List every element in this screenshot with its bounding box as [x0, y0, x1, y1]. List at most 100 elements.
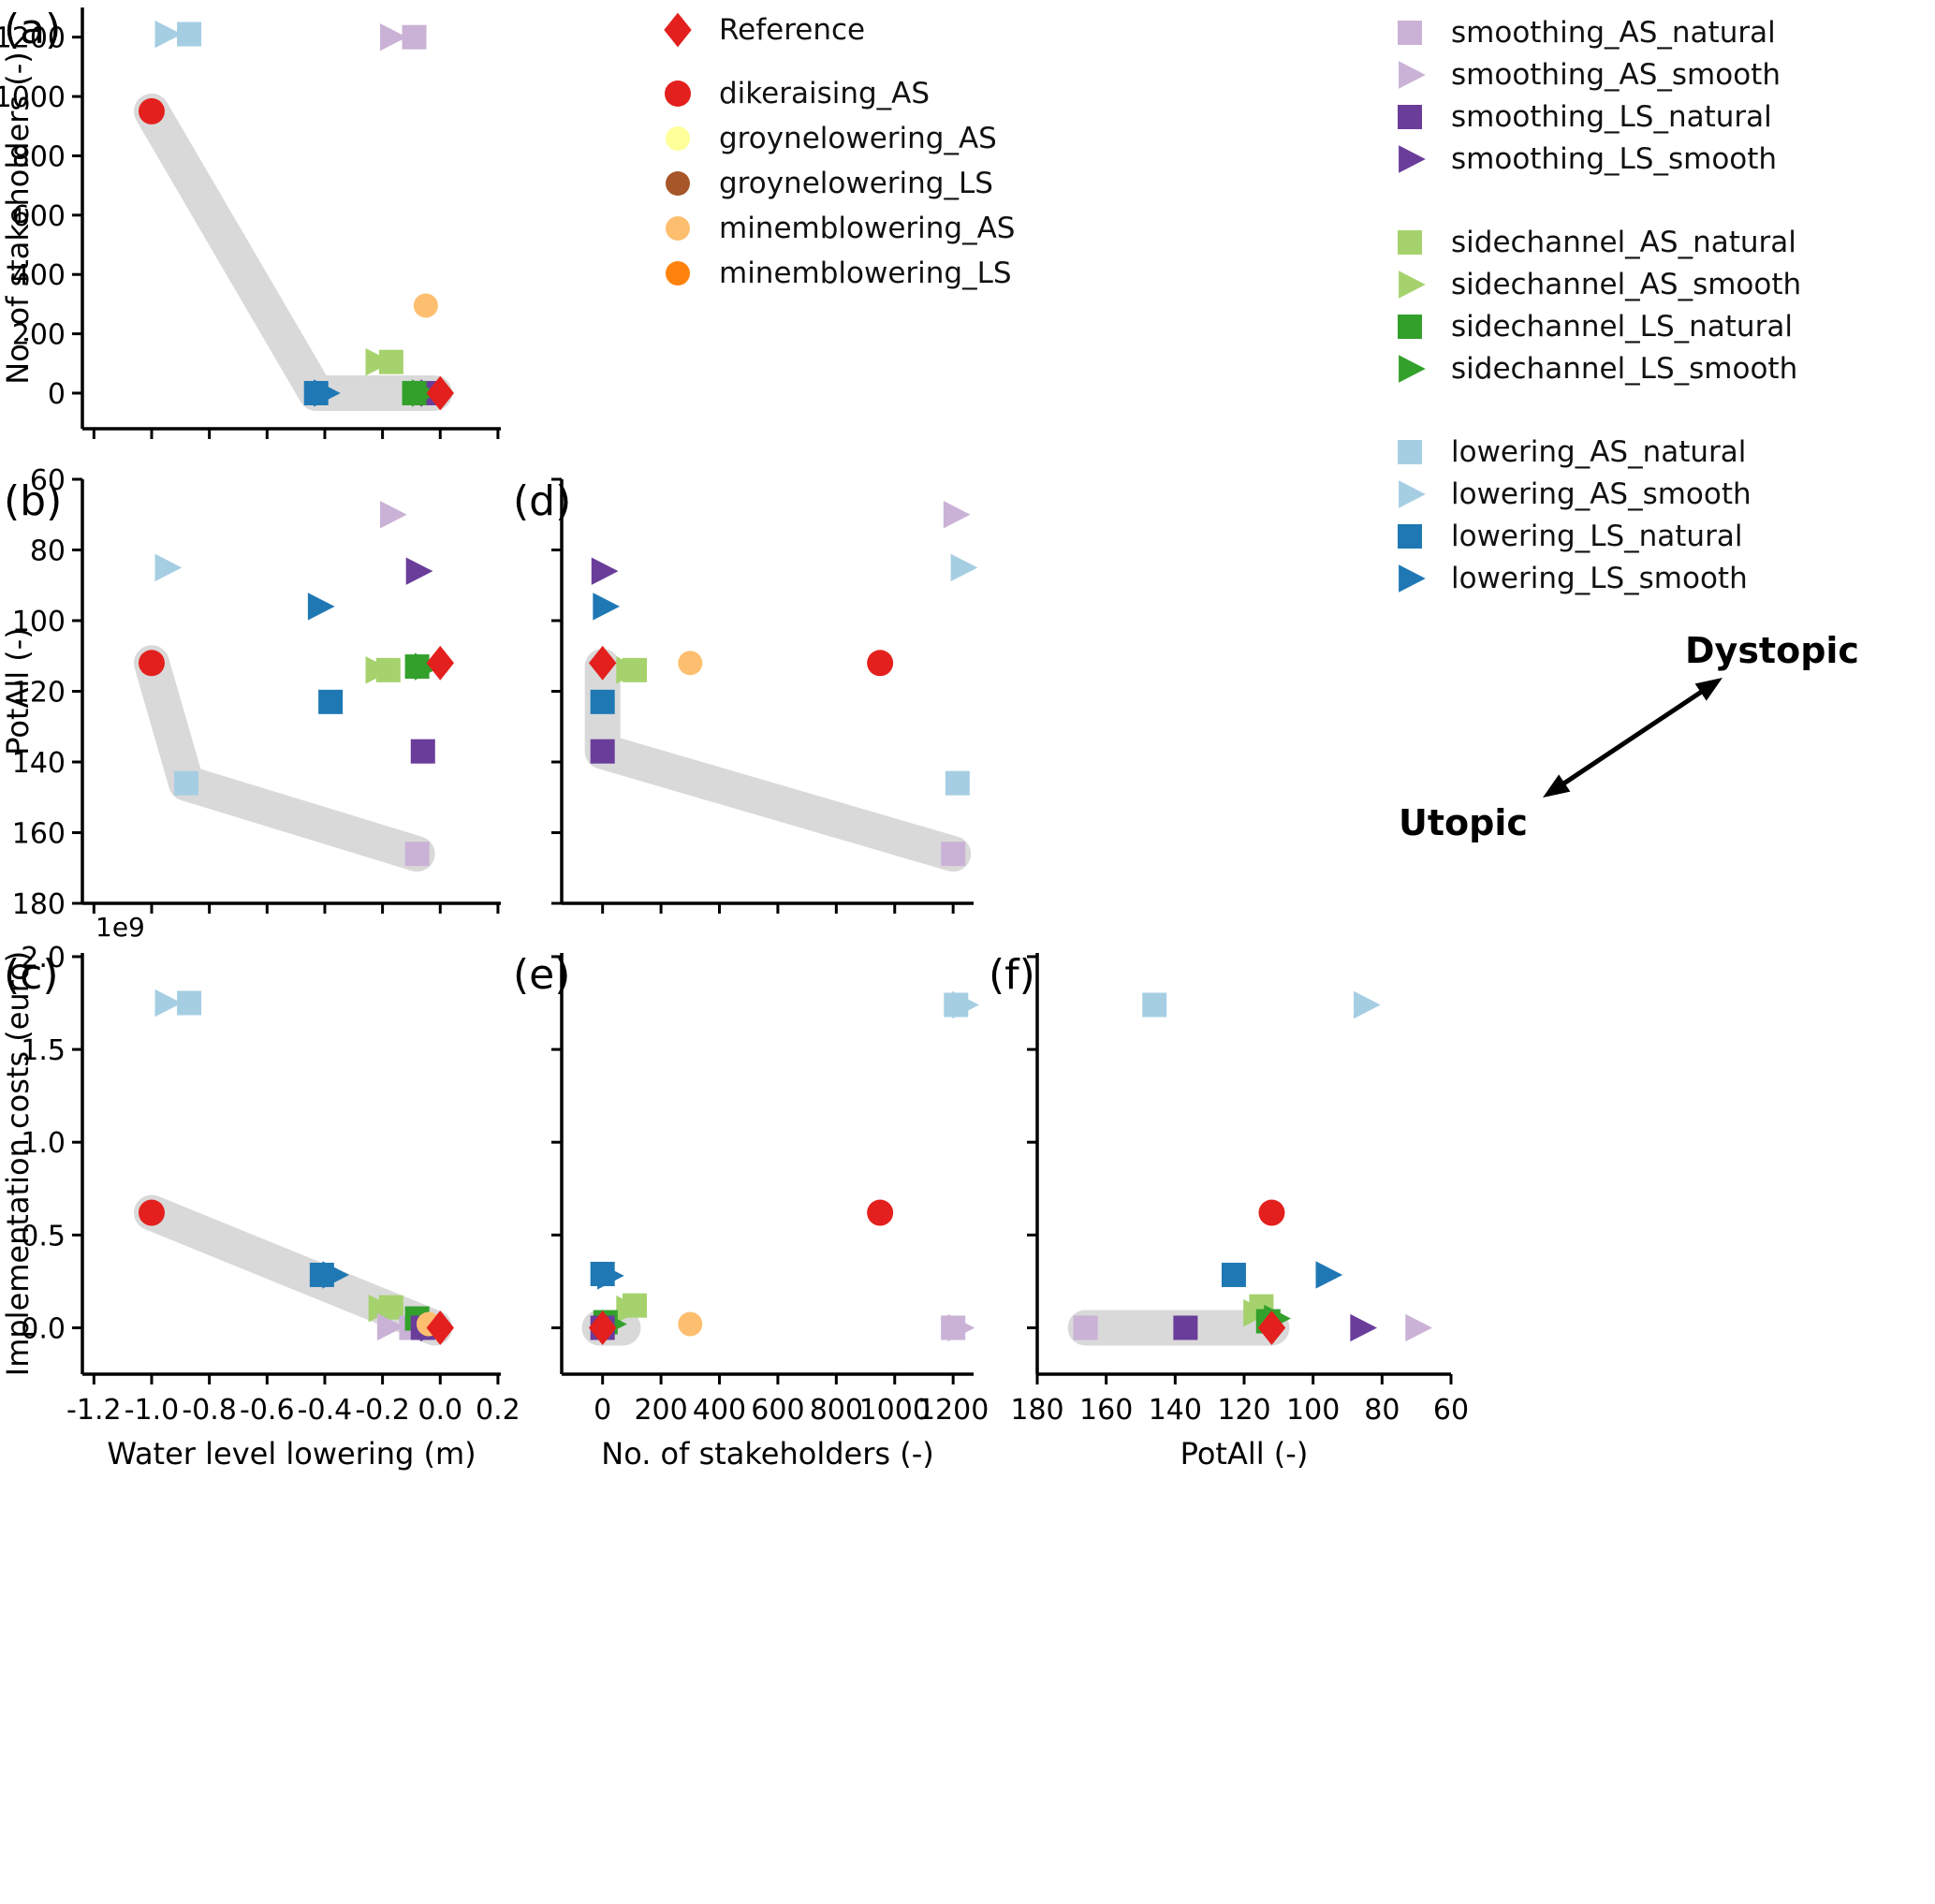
- y-tick-label: 1000: [0, 81, 66, 114]
- panel-f: 180 160 140 120 100 80 60 PotAll (-): [1010, 953, 1469, 1472]
- x-tick-label: 100: [1286, 1394, 1340, 1427]
- square-marker-icon: [1389, 12, 1430, 53]
- point-sidechannel_AS_natural: [378, 1295, 403, 1320]
- x-axis-label: PotAll (-): [1180, 1436, 1309, 1472]
- square-marker-icon: [1389, 516, 1430, 557]
- legend-item-minemblowering-as: minemblowering_AS: [657, 206, 1015, 251]
- point-smoothing_LS_natural: [410, 739, 435, 764]
- legend-item-minemblowering-ls: minemblowering_LS: [657, 251, 1015, 296]
- x-tick-label: -0.4: [298, 1394, 353, 1427]
- pareto-band: [133, 645, 435, 872]
- legend-item-sidechannel-as-natural: sidechannel_AS_natural: [1389, 221, 1801, 263]
- y-tick-label: 140: [12, 747, 66, 780]
- legend-item-sidechannel-ls-smooth: sidechannel_LS_smooth: [1389, 347, 1801, 389]
- tradeoff-annotation: Dystopic Utopic: [1399, 630, 1859, 843]
- point-sidechannel_AS_natural: [623, 657, 648, 682]
- panel-letter-d: (d): [513, 477, 571, 525]
- circle-marker-icon: [657, 253, 698, 294]
- legend-marker-glyph: [1399, 354, 1426, 383]
- panel-letter-e: (e): [513, 951, 570, 999]
- point-smoothing_AS_natural: [941, 842, 966, 867]
- y-tick-label: 180: [12, 888, 66, 921]
- legend-marker-glyph: [1398, 314, 1422, 339]
- circle-marker-icon: [657, 163, 698, 204]
- arrowhead-utopic-icon: [1543, 774, 1571, 798]
- triangle-marker-icon: [1389, 139, 1430, 180]
- panel-letter-f: (f): [989, 951, 1035, 999]
- triangle-marker-icon: [1389, 264, 1430, 305]
- x-axis-label: Water level lowering (m): [107, 1436, 476, 1472]
- legend-item-lowering-as-natural: lowering_AS_natural: [1389, 431, 1801, 473]
- point-smoothing_AS_smooth: [943, 501, 971, 529]
- legend-item-dikeraising-as: dikeraising_AS: [657, 71, 1015, 116]
- point-lowering_AS_natural: [173, 770, 198, 796]
- legend-marker-glyph: [1399, 479, 1426, 508]
- legend-item-groynelowering-as: groynelowering_AS: [657, 116, 1015, 161]
- circle-glyph: [666, 126, 690, 151]
- point-lowering_LS_natural: [590, 689, 615, 714]
- circle-marker-icon: [657, 118, 698, 159]
- legend-marker-glyph: [1398, 104, 1422, 129]
- x-tick-label: 120: [1217, 1394, 1270, 1427]
- square-marker-icon: [1389, 222, 1430, 263]
- point-smoothing_AS_smooth: [379, 22, 407, 51]
- legend-label: sidechannel_AS_natural: [1451, 225, 1796, 259]
- point-dikeraising_AS: [867, 650, 894, 677]
- legend-group-lowering: lowering_AS_natural lowering_AS_smooth l…: [1389, 431, 1801, 599]
- arrowhead-dystopic-icon: [1694, 678, 1722, 701]
- x-tick-label: 80: [1364, 1394, 1400, 1427]
- x-tick-label: 0: [594, 1394, 611, 1427]
- legend-item-sidechannel-ls-natural: sidechannel_LS_natural: [1389, 305, 1801, 347]
- x-tick-label: -0.8: [182, 1394, 237, 1427]
- point-dikeraising_AS: [138, 97, 165, 124]
- point-lowering_LS_smooth: [322, 1261, 349, 1289]
- square-glyph: [1398, 523, 1422, 549]
- point-sidechannel_LS_smooth: [411, 379, 439, 407]
- point-lowering_LS_natural: [1221, 1262, 1246, 1287]
- legend-item-groynelowering-ls: groynelowering_LS: [657, 161, 1015, 206]
- x-tick-label: 200: [634, 1394, 687, 1427]
- point-dikeraising_AS: [138, 1199, 165, 1226]
- legend-label: lowering_AS_smooth: [1451, 476, 1752, 511]
- legend-marker-glyph: [1398, 20, 1422, 45]
- reference-diamond-icon: [657, 9, 698, 51]
- point-lowering_AS_smooth: [154, 20, 183, 49]
- point-dikeraising_AS: [867, 1199, 894, 1226]
- point-smoothing_AS_smooth: [1405, 1313, 1432, 1342]
- legend-label: smoothing_AS_smooth: [1451, 57, 1781, 92]
- point-smoothing_LS_natural: [590, 739, 615, 764]
- legend-item-smoothing-as-smooth: smoothing_AS_smooth: [1389, 53, 1801, 95]
- triangle-right-glyph: [1399, 270, 1426, 299]
- x-tick-label: 60: [1433, 1394, 1469, 1427]
- point-smoothing_LS_smooth: [405, 557, 433, 585]
- triangle-marker-icon: [1389, 54, 1430, 95]
- x-tick-label: -0.6: [240, 1394, 295, 1427]
- point-smoothing_AS_smooth: [376, 1312, 404, 1341]
- y-tick-label: 60: [30, 464, 66, 497]
- legend-item-lowering-ls-smooth: lowering_LS_smooth: [1389, 557, 1801, 599]
- legend-item-reference: Reference: [657, 7, 1015, 52]
- triangle-right-glyph: [1399, 354, 1426, 383]
- triangle-marker-icon: [1389, 348, 1430, 389]
- legend-label: groynelowering_AS: [719, 122, 997, 155]
- circle-glyph: [666, 171, 690, 196]
- x-tick-label: -0.2: [355, 1394, 410, 1427]
- y-tick-label: 0.0: [21, 1312, 66, 1345]
- square-marker-icon: [1389, 306, 1430, 347]
- square-marker-icon: [1389, 96, 1430, 138]
- point-smoothing_LS_smooth: [591, 557, 619, 585]
- legend-label: smoothing_LS_natural: [1451, 99, 1772, 134]
- legend-label: groynelowering_LS: [719, 167, 993, 200]
- panel-letter-b: (b): [4, 477, 62, 525]
- dystopic-label: Dystopic: [1685, 630, 1859, 671]
- square-glyph: [1398, 104, 1422, 129]
- y-tick-label: 800: [12, 140, 66, 173]
- legend-label: dikeraising_AS: [719, 77, 931, 110]
- y-tick-label: 1.0: [21, 1127, 66, 1160]
- point-dikeraising_AS: [138, 650, 165, 677]
- legend-item-sidechannel-as-smooth: sidechannel_AS_smooth: [1389, 263, 1801, 305]
- square-marker-icon: [1389, 432, 1430, 473]
